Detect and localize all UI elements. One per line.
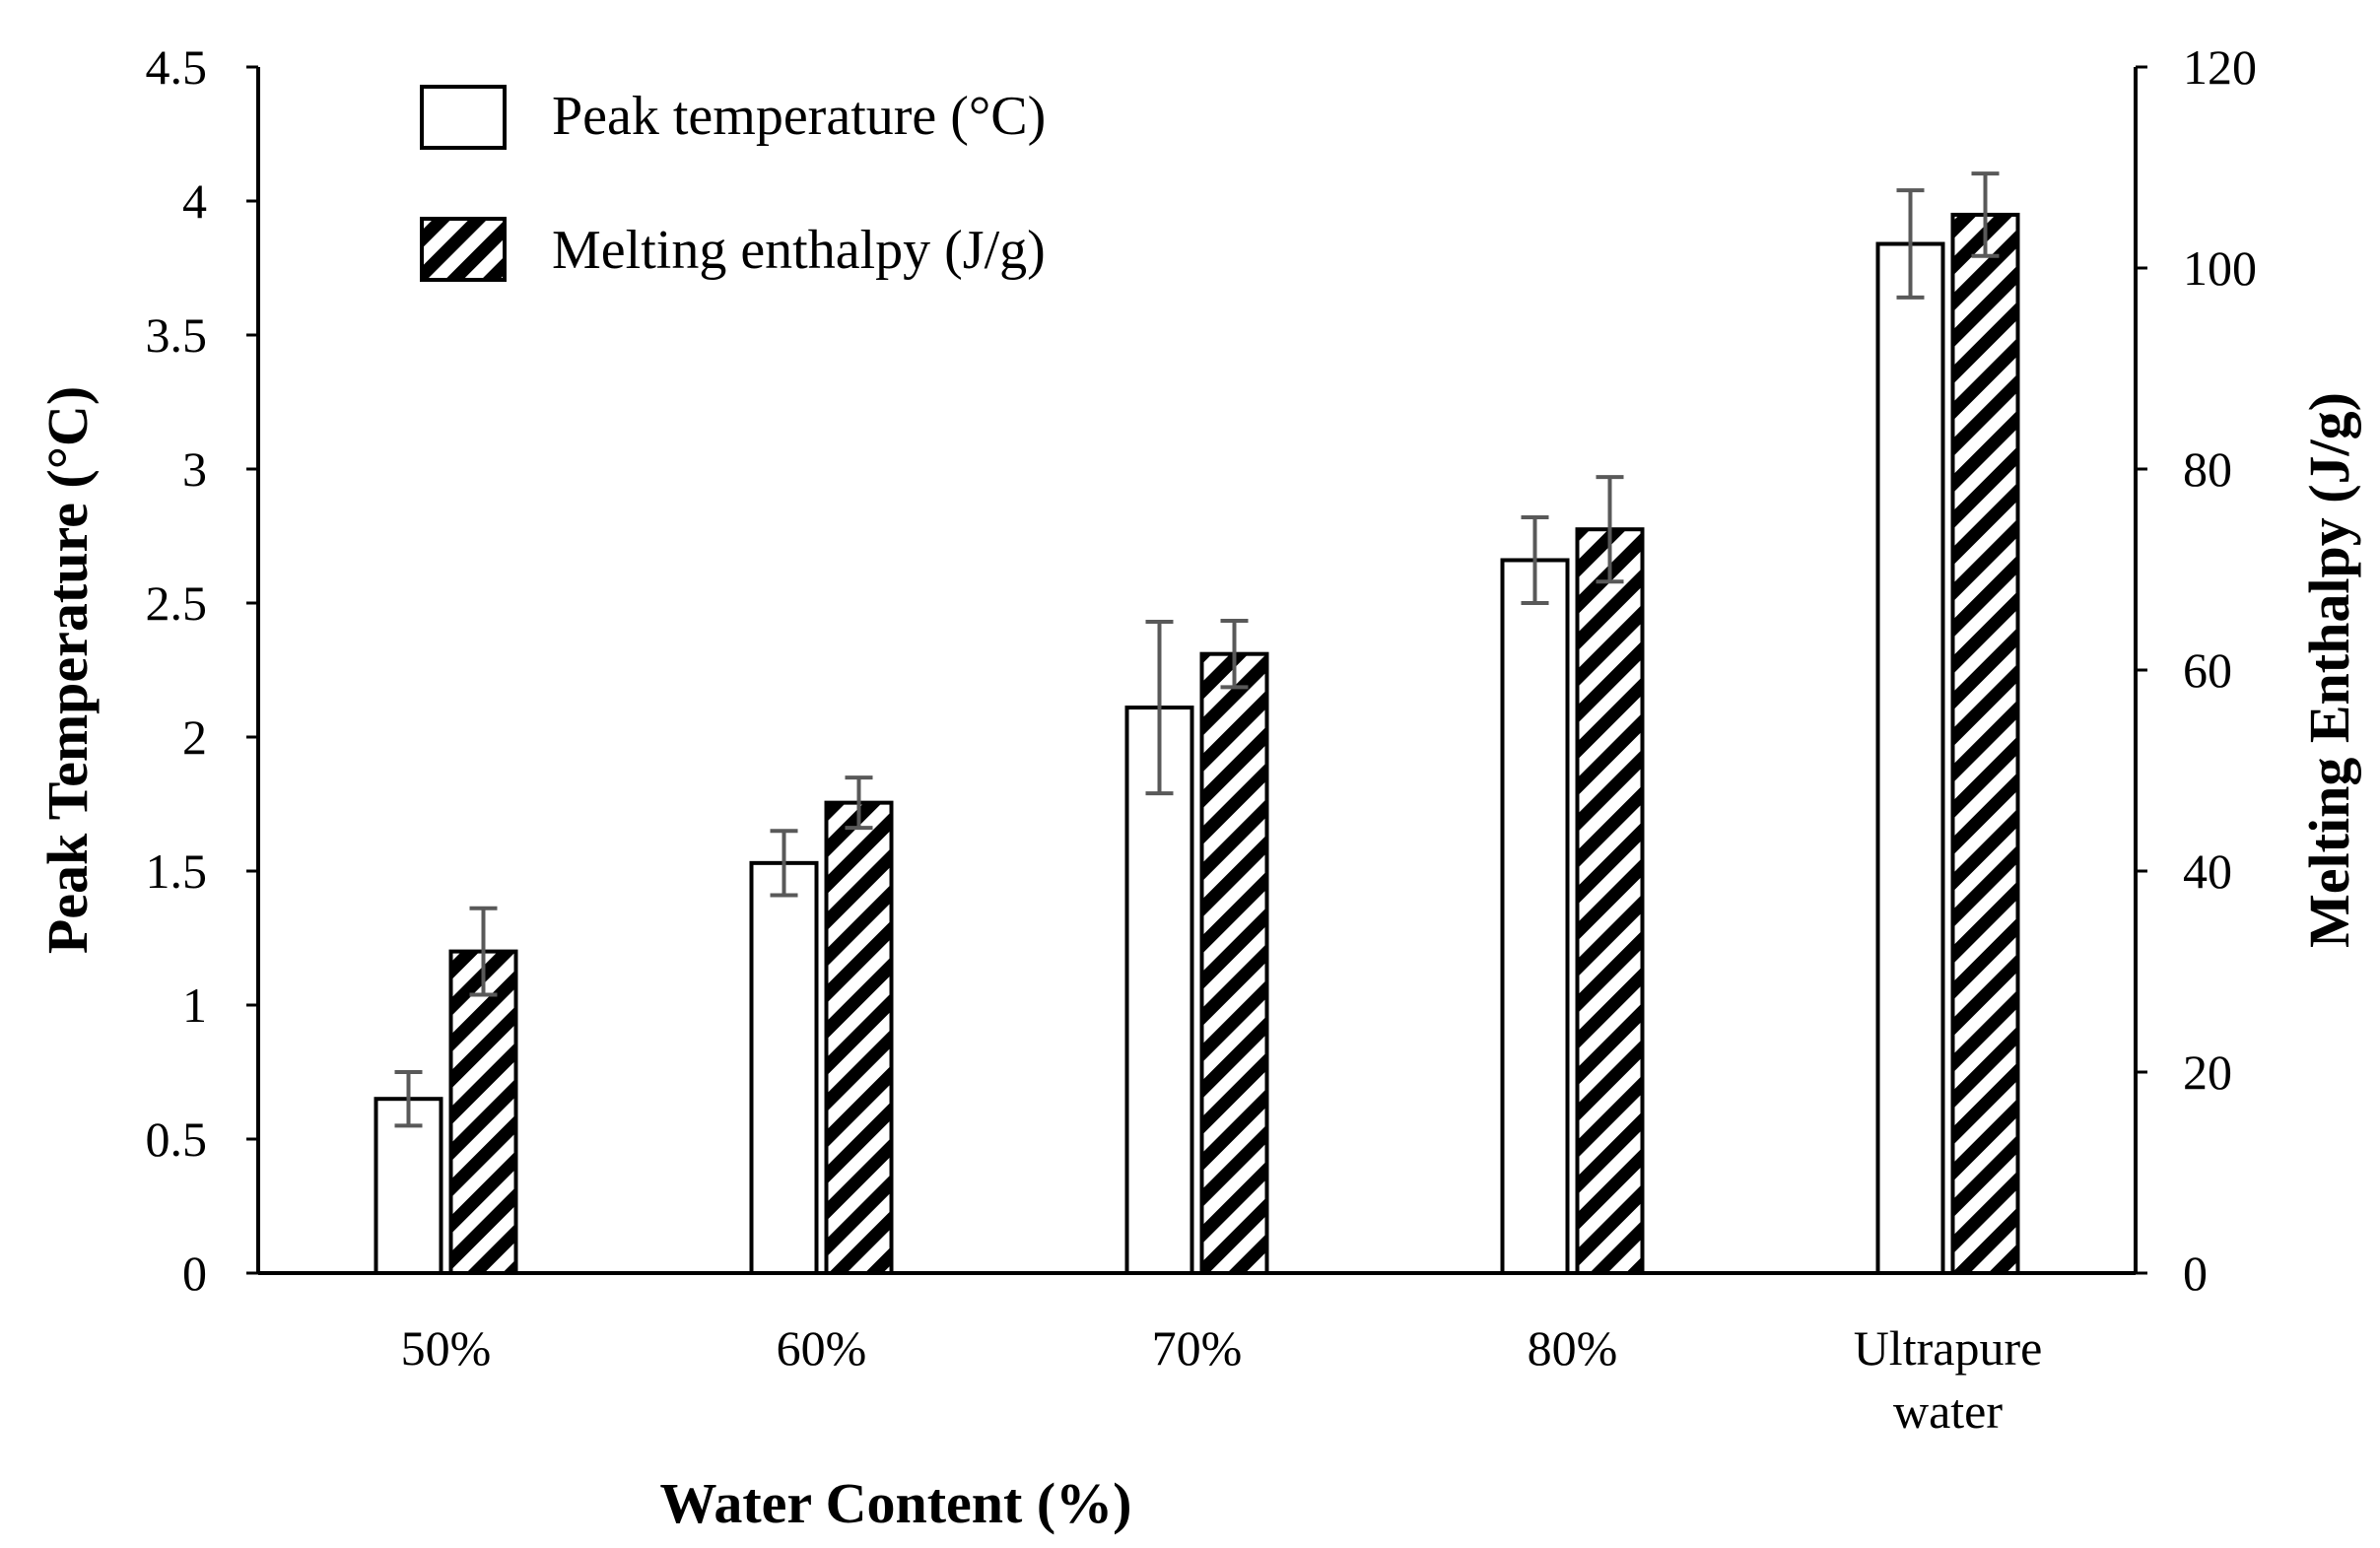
legend-label-peak-temperature: Peak temperature (°C) — [552, 86, 1046, 147]
right-axis-ticks: 0 20 40 60 80 100 120 — [2136, 39, 2257, 1301]
y-axis-right-title: Melting Enthalpy (J/g) — [2297, 392, 2361, 948]
x-axis-tick-labels: 50% 60% 70% 80% Ultrapure water — [401, 1320, 2043, 1439]
right-tick-label: 80 — [2183, 441, 2232, 497]
bar-peak-temperature — [374, 1097, 443, 1275]
right-tick-label: 20 — [2183, 1044, 2232, 1100]
x-tick-label: 60% — [777, 1320, 867, 1376]
legend-swatch-melting-enthalpy — [420, 217, 507, 282]
bar-peak-temperature — [749, 860, 819, 1276]
bar-melting-enthalpy — [824, 800, 894, 1275]
bars — [374, 212, 2020, 1276]
x-tick-label: 50% — [401, 1320, 492, 1376]
x-tick-label: 70% — [1152, 1320, 1243, 1376]
bar-melting-enthalpy — [1950, 212, 2020, 1276]
legend-label-melting-enthalpy: Melting enthalpy (J/g) — [552, 220, 1046, 281]
bar-peak-temperature — [1875, 241, 1945, 1275]
bar-peak-temperature — [1124, 706, 1194, 1275]
bar-melting-enthalpy — [1199, 651, 1269, 1275]
left-tick-label: 0.5 — [146, 1111, 208, 1167]
left-tick-label: 1.5 — [146, 843, 208, 899]
x-axis-title: Water Content (%) — [660, 1471, 1132, 1535]
bar-melting-enthalpy — [1575, 527, 1645, 1275]
left-tick-label: 2 — [182, 709, 207, 765]
error-bars — [394, 171, 2000, 1128]
x-tick-label: water — [1893, 1383, 2003, 1439]
right-tick-label: 40 — [2183, 843, 2232, 899]
legend-swatch-peak-temperature — [420, 85, 507, 150]
left-tick-label: 4.5 — [146, 39, 208, 95]
x-tick-label: 80% — [1528, 1320, 1618, 1376]
right-tick-label: 100 — [2183, 240, 2257, 296]
legend: Peak temperature (°C) Melting enthalpy (… — [420, 85, 1046, 282]
right-tick-label: 60 — [2183, 642, 2232, 698]
x-tick-label: Ultrapure — [1854, 1320, 2043, 1376]
left-tick-label: 2.5 — [146, 575, 208, 631]
left-tick-label: 3 — [182, 441, 207, 497]
left-tick-label: 4 — [182, 173, 207, 229]
left-tick-label: 1 — [182, 977, 207, 1033]
left-tick-label: 3.5 — [146, 307, 208, 363]
left-tick-label: 0 — [182, 1245, 207, 1301]
right-tick-label: 120 — [2183, 39, 2257, 95]
bar-melting-enthalpy — [448, 949, 518, 1275]
right-tick-label: 0 — [2183, 1245, 2208, 1301]
left-axis-ticks: 0 0.5 1 1.5 2 2.5 3 3.5 4 4.5 — [146, 39, 258, 1301]
y-axis-left-title: Peak Temperature (°C) — [35, 386, 100, 954]
bar-peak-temperature — [1500, 558, 1570, 1275]
